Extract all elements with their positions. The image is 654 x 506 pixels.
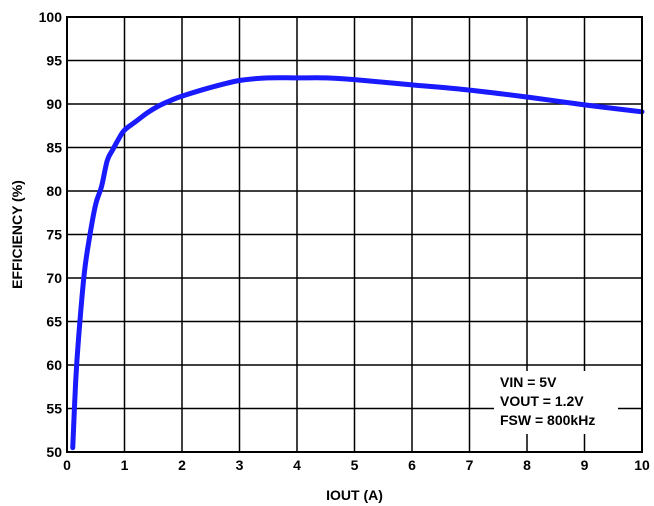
y-axis-label: EFFICIENCY (%) <box>9 180 25 289</box>
x-tick-label: 5 <box>351 457 359 473</box>
x-tick-label: 10 <box>634 457 650 473</box>
efficiency-curve <box>70 75 645 451</box>
x-tick-label: 6 <box>408 457 416 473</box>
y-tick-label: 75 <box>46 227 62 243</box>
y-tick-label: 65 <box>46 314 62 330</box>
y-tick-label: 60 <box>46 357 62 373</box>
x-tick-label: 8 <box>523 457 531 473</box>
operating-conditions-annotation: VIN = 5V VOUT = 1.2V FSW = 800kHz <box>500 374 595 428</box>
x-tick-label: 7 <box>466 457 474 473</box>
y-tick-label: 70 <box>46 270 62 286</box>
annotation-line: VIN = 5V <box>500 374 557 390</box>
y-tick-label: 95 <box>46 53 62 69</box>
y-tick-label: 80 <box>46 183 62 199</box>
y-tick-label: 85 <box>46 140 62 156</box>
annotation-line: FSW = 800kHz <box>500 412 595 428</box>
x-axis-label: IOUT (A) <box>326 487 383 503</box>
x-tick-label: 1 <box>121 457 129 473</box>
x-tick-label: 0 <box>63 457 71 473</box>
x-tick-label: 2 <box>178 457 186 473</box>
y-tick-label: 100 <box>39 9 63 25</box>
y-tick-labels: 50 55 60 65 70 75 80 85 90 95 100 <box>39 9 63 460</box>
annotation-line: VOUT = 1.2V <box>500 393 584 409</box>
y-tick-label: 55 <box>46 401 62 417</box>
y-tick-label: 90 <box>46 96 62 112</box>
plot-frame <box>66 16 643 453</box>
y-tick-label: 50 <box>46 444 62 460</box>
x-tick-label: 9 <box>581 457 589 473</box>
x-tick-label: 4 <box>293 457 301 473</box>
x-tick-labels: 0 1 2 3 4 5 6 7 8 9 10 <box>63 457 650 473</box>
x-tick-label: 3 <box>236 457 244 473</box>
annotation-box <box>494 371 618 434</box>
